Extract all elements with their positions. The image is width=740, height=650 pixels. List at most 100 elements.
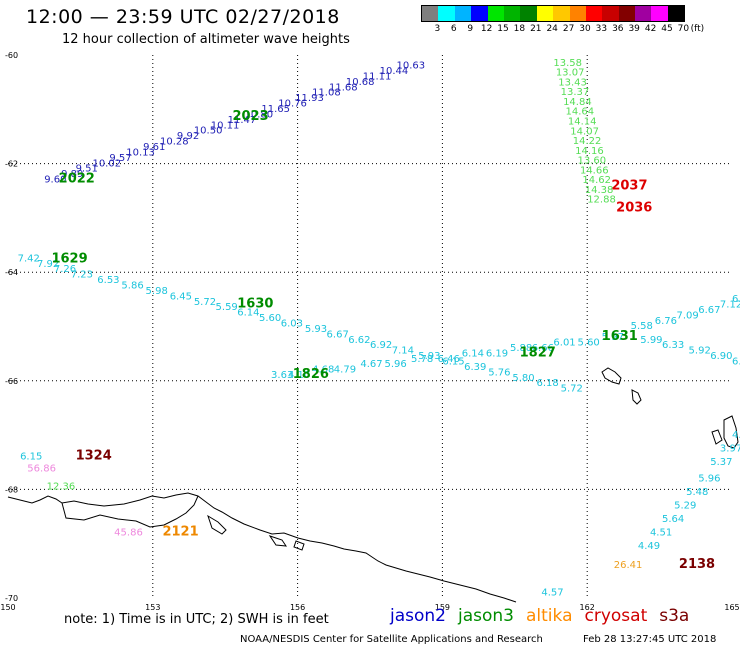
wave-height-label: 6.39 — [464, 362, 486, 373]
wave-height-label: 11.65 — [261, 104, 290, 115]
wave-height-label: 4.57 — [541, 587, 563, 598]
wave-height-label: 10.63 — [397, 61, 426, 72]
wave-height-label: 5.60 — [578, 338, 600, 349]
wave-height-label: 4.10 — [288, 370, 310, 381]
pass-time-label: 2121 — [162, 525, 198, 540]
wave-height-label: 26.41 — [614, 560, 643, 571]
wave-height-label: 14.07 — [570, 126, 599, 137]
wave-height-label: 3.63 — [271, 370, 293, 381]
wave-height-label: 6.66 — [532, 343, 554, 354]
wave-height-label: 7.92 — [37, 259, 59, 270]
legend-tick-label: 3 — [434, 24, 441, 34]
wave-height-label: 13.58 — [553, 58, 582, 69]
wave-height-label: 14.22 — [573, 136, 602, 147]
wave-height-label: 5.80 — [512, 373, 534, 384]
legend-unit: (ft) — [690, 24, 705, 34]
wave-height-label: 5.86 — [121, 280, 143, 291]
legend-swatch — [503, 6, 521, 21]
wave-height-label: 14.64 — [565, 107, 594, 118]
wave-height-label: 11.93 — [295, 93, 324, 104]
legend-swatch — [667, 6, 685, 21]
legend-labels: 3 6 9 12 15 18 21 24 27 30 33 36 39 42 45 70 (ft) — [421, 22, 705, 34]
legend-tick-label: 36 — [612, 24, 624, 34]
color-legend: 3 6 9 12 15 18 21 24 27 30 33 36 39 42 45 70 (ft) — [421, 5, 705, 34]
pass-time-label: 1827 — [520, 345, 556, 360]
pass-time-label: 1630 — [237, 296, 273, 311]
legend-tick-label: 18 — [513, 24, 526, 34]
coastal-island-3 — [293, 540, 305, 551]
wave-height-label: 9.51 — [76, 164, 98, 175]
wave-height-label: 6.97 — [732, 357, 740, 368]
legend-swatch — [422, 6, 439, 21]
wave-height-label: 7.12 — [720, 299, 740, 310]
legend-tick-label: 9 — [467, 24, 474, 34]
satellite-name: jason3 — [458, 606, 514, 626]
wave-height-label: 6.53 — [97, 275, 119, 286]
altimeter-tracks: 9.609.899.5110.029.5710.139.6110.289.921… — [18, 58, 740, 598]
satellite-name: s3a — [659, 606, 690, 626]
coastal-island-2 — [268, 535, 288, 547]
wave-height-label: 6.67 — [698, 305, 720, 316]
wave-height-label: 5.48 — [686, 487, 708, 498]
legend-tick-label: 24 — [546, 24, 558, 34]
satellite-legend: jason2 jason3 altika cryosat s3a — [390, 606, 701, 626]
wave-height-label: 5.64 — [662, 514, 684, 525]
wave-height-label: 14.62 — [582, 175, 611, 186]
wave-height-label: 11.08 — [312, 88, 341, 99]
wave-height-label: 6.03 — [281, 319, 303, 330]
wave-height-label: 5.96 — [384, 359, 406, 370]
legend-swatches — [421, 5, 686, 22]
page-title: 12:00 — 23:59 UTC 02/27/2018 — [26, 6, 340, 28]
wave-height-label: 9.92 — [177, 131, 199, 142]
antarctic-coastline — [7, 492, 517, 603]
lon-tick-label: 159 — [435, 603, 450, 612]
pass-time-label: 1629 — [51, 251, 87, 266]
wave-height-label: 6.15 — [442, 357, 464, 368]
ice-shelf-outline — [61, 495, 199, 528]
page-subtitle: 12 hour collection of altimeter wave hei… — [62, 32, 350, 47]
legend-tick-label: 21 — [530, 24, 542, 34]
legend-tick-label: 27 — [562, 24, 575, 34]
legend-swatch — [618, 6, 636, 21]
wave-height-label: 6.67 — [327, 329, 349, 340]
island-east — [723, 415, 739, 449]
wave-height-label: 5.76 — [488, 367, 510, 378]
pass-time-label: 1324 — [76, 449, 112, 464]
wave-height-label: 6.14 — [237, 308, 259, 319]
wave-height-label: 10.02 — [92, 158, 121, 169]
wave-height-label: 6.15 — [20, 452, 42, 463]
wave-height-label: 9.89 — [61, 169, 83, 180]
legend-swatch — [454, 6, 472, 21]
wave-height-label: 7.42 — [18, 253, 40, 264]
legend-swatch — [651, 6, 668, 21]
wave-height-label: 5.59 — [216, 302, 238, 313]
legend-swatch — [471, 6, 488, 21]
wave-height-label: 4.68 — [312, 365, 334, 376]
legend-tick-label: 39 — [628, 24, 640, 34]
wave-height-label: 4.49 — [638, 541, 660, 552]
legend-swatch — [520, 6, 537, 21]
legend-tick-label: 6 — [450, 24, 457, 34]
legend-tick-label: 33 — [595, 24, 608, 34]
wave-height-label: 6.46 — [438, 354, 460, 365]
satellite-name: cryosat — [584, 606, 648, 626]
lat-tick-label: -68 — [5, 485, 18, 494]
wave-height-label: 4.51 — [650, 528, 672, 539]
wave-height-label: 10.13 — [126, 147, 155, 158]
wave-height-label: 6.4 — [732, 294, 740, 305]
wave-height-label: 10.28 — [160, 137, 189, 148]
wave-height-label: 10.44 — [380, 66, 409, 77]
island-east-2 — [711, 429, 723, 445]
wave-height-label: 6.01 — [553, 338, 575, 349]
wave-height-label: 5.92 — [689, 346, 711, 357]
credit-line: NOAA/NESDIS Center for Satellite Applica… — [240, 634, 543, 645]
wave-height-label: 5.72 — [194, 297, 216, 308]
legend-swatch — [438, 6, 455, 21]
legend-swatch — [487, 6, 504, 21]
wave-height-label: 5.93 — [305, 324, 327, 335]
wave-height-label: 6.92 — [370, 340, 392, 351]
wave-height-label: 5.72 — [561, 384, 583, 395]
wave-height-label: 11.11 — [363, 71, 392, 82]
pass-time-label: 2138 — [679, 557, 715, 572]
